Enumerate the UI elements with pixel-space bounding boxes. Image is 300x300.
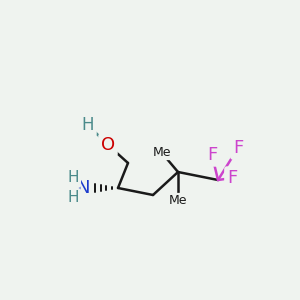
Text: F: F	[207, 146, 217, 164]
Text: Me: Me	[153, 146, 171, 160]
Text: F: F	[233, 139, 243, 157]
Text: H: H	[67, 170, 79, 185]
Text: H: H	[82, 116, 94, 134]
Text: Me: Me	[169, 194, 187, 206]
Text: F: F	[227, 169, 237, 187]
Text: H: H	[67, 190, 79, 206]
Text: N: N	[76, 179, 90, 197]
Text: O: O	[101, 136, 115, 154]
